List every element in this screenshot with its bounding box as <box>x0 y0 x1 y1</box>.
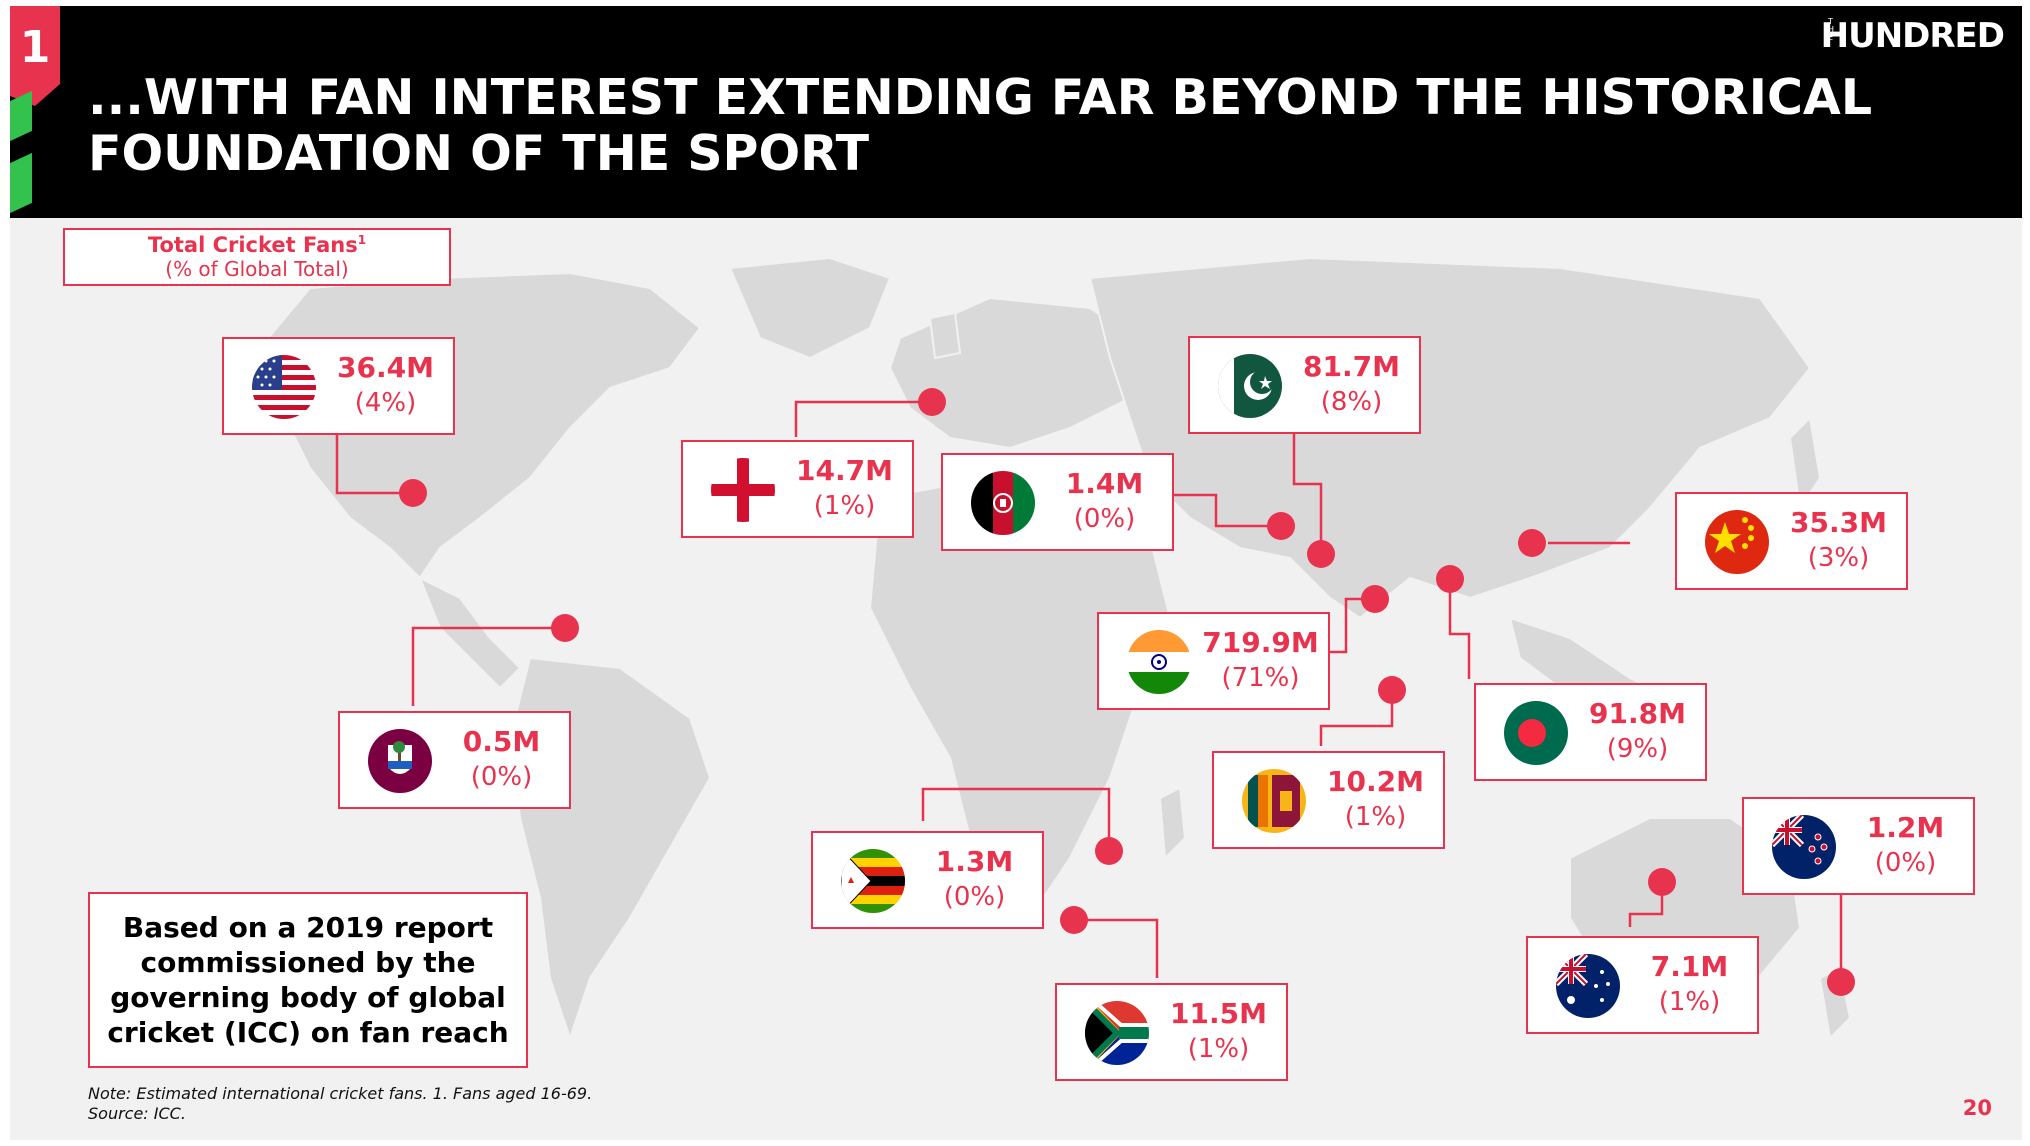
title-line-2: FOUNDATION OF THE SPORT <box>88 125 870 182</box>
south-africa-flag-icon <box>1085 1001 1149 1065</box>
uk-shape <box>928 311 962 360</box>
fan-percent: (1%) <box>813 491 876 521</box>
fan-percent: (0%) <box>470 762 533 792</box>
fan-percent: (8%) <box>1320 387 1383 417</box>
slide: 1 ...WITH FAN INTEREST EXTENDING FAR BEY… <box>10 6 2022 1140</box>
report-note-box: Based on a 2019 report commissioned by t… <box>88 892 528 1068</box>
fan-count: 36.4M <box>337 351 434 384</box>
footnote-note: Note: Estimated international cricket fa… <box>88 1084 593 1103</box>
callout-south-africa: 11.5M (1%) <box>1055 983 1288 1081</box>
page-number: 20 <box>1962 1096 1992 1120</box>
callout-west-indies: 0.5M (0%) <box>338 711 571 809</box>
page-title: ...WITH FAN INTEREST EXTENDING FAR BEYON… <box>88 69 1873 182</box>
fan-percent: (4%) <box>354 388 417 418</box>
fan-count: 719.9M <box>1202 626 1319 659</box>
callout-new-zealand: 1.2M (0%) <box>1742 797 1975 895</box>
fan-count: 81.7M <box>1303 350 1400 383</box>
fan-count: 7.1M <box>1650 950 1729 983</box>
callout-sri-lanka: 10.2M (1%) <box>1212 751 1445 849</box>
fan-count: 35.3M <box>1790 506 1887 539</box>
section-number: 1 <box>19 22 51 73</box>
afghanistan-flag-icon <box>971 471 1035 535</box>
fan-percent: (9%) <box>1606 734 1669 764</box>
report-note-line: commissioned by the <box>140 946 476 979</box>
callout-usa: 36.4M (4%) <box>222 337 455 435</box>
callout-australia: 7.1M (1%) <box>1526 936 1759 1034</box>
fan-percent: (0%) <box>1874 848 1937 878</box>
fan-count: 0.5M <box>462 725 541 758</box>
header-bar: 1 ...WITH FAN INTEREST EXTENDING FAR BEY… <box>10 6 2022 218</box>
callout-england: 14.7M (1%) <box>681 440 914 538</box>
india-flag-icon <box>1127 630 1191 694</box>
report-note-line: Based on a 2019 report <box>122 911 494 944</box>
fan-count: 10.2M <box>1327 765 1424 798</box>
legend-title-text: Total Cricket Fans <box>147 233 358 257</box>
fan-count: 14.7M <box>796 454 893 487</box>
legend-box: Total Cricket Fans1 (% of Global Total) <box>63 228 451 286</box>
fan-percent: (1%) <box>1658 987 1721 1017</box>
japan-shape <box>1788 415 1822 511</box>
legend-footnote-mark: 1 <box>357 233 367 247</box>
central-america-shape <box>418 575 522 690</box>
fan-count: 1.4M <box>1065 467 1144 500</box>
zimbabwe-flag-icon <box>841 849 905 913</box>
report-note-line: cricket (ICC) on fan reach <box>107 1016 509 1049</box>
fan-count: 1.3M <box>935 845 1014 878</box>
fan-percent: (3%) <box>1807 543 1870 573</box>
callout-china: 35.3M (3%) <box>1675 492 1908 590</box>
fan-count: 1.2M <box>1866 811 1945 844</box>
fan-percent: (0%) <box>943 882 1006 912</box>
china-flag-icon <box>1705 510 1769 574</box>
england-flag-icon <box>711 458 775 522</box>
callout-india: 719.9M (71%) <box>1097 612 1330 710</box>
footnote-source: Source: ICC. <box>88 1104 186 1123</box>
australia-flag-icon <box>1556 954 1620 1018</box>
callout-bangladesh: 91.8M (9%) <box>1474 683 1707 781</box>
accent-stripe <box>10 90 32 142</box>
madagascar-shape <box>1158 786 1187 861</box>
section-tag <box>10 6 60 106</box>
callout-zimbabwe: 1.3M (0%) <box>811 831 1044 929</box>
brand-logo: HUNDRED <box>1820 16 2005 56</box>
bangladesh-flag-icon <box>1504 701 1568 765</box>
title-line-1: ...WITH FAN INTEREST EXTENDING FAR BEYON… <box>88 69 1873 126</box>
new-zealand-flag-icon <box>1772 815 1836 879</box>
fan-percent: (1%) <box>1187 1034 1250 1064</box>
new-zealand-shape <box>1818 966 1852 1041</box>
footnote: Note: Estimated international cricket fa… <box>88 1084 592 1124</box>
pakistan-flag-icon <box>1218 354 1282 418</box>
fan-percent: (1%) <box>1344 802 1407 832</box>
fan-percent: (71%) <box>1221 663 1300 693</box>
callout-afghanistan: 1.4M (0%) <box>941 453 1174 551</box>
legend-title: Total Cricket Fans1 <box>65 233 449 257</box>
fan-percent: (0%) <box>1073 504 1136 534</box>
greenland-shape <box>728 256 892 360</box>
brand-prefix: THE <box>1828 17 1835 42</box>
usa-flag-icon <box>252 355 316 419</box>
fan-count: 11.5M <box>1170 997 1267 1030</box>
report-note-line: governing body of global <box>110 981 506 1014</box>
legend-subtitle: (% of Global Total) <box>165 257 349 281</box>
callout-pakistan: 81.7M (8%) <box>1188 336 1421 434</box>
accent-stripe <box>10 152 32 214</box>
sri-lanka-flag-icon <box>1242 769 1306 833</box>
fan-count: 91.8M <box>1589 697 1686 730</box>
west-indies-flag-icon <box>368 729 432 793</box>
